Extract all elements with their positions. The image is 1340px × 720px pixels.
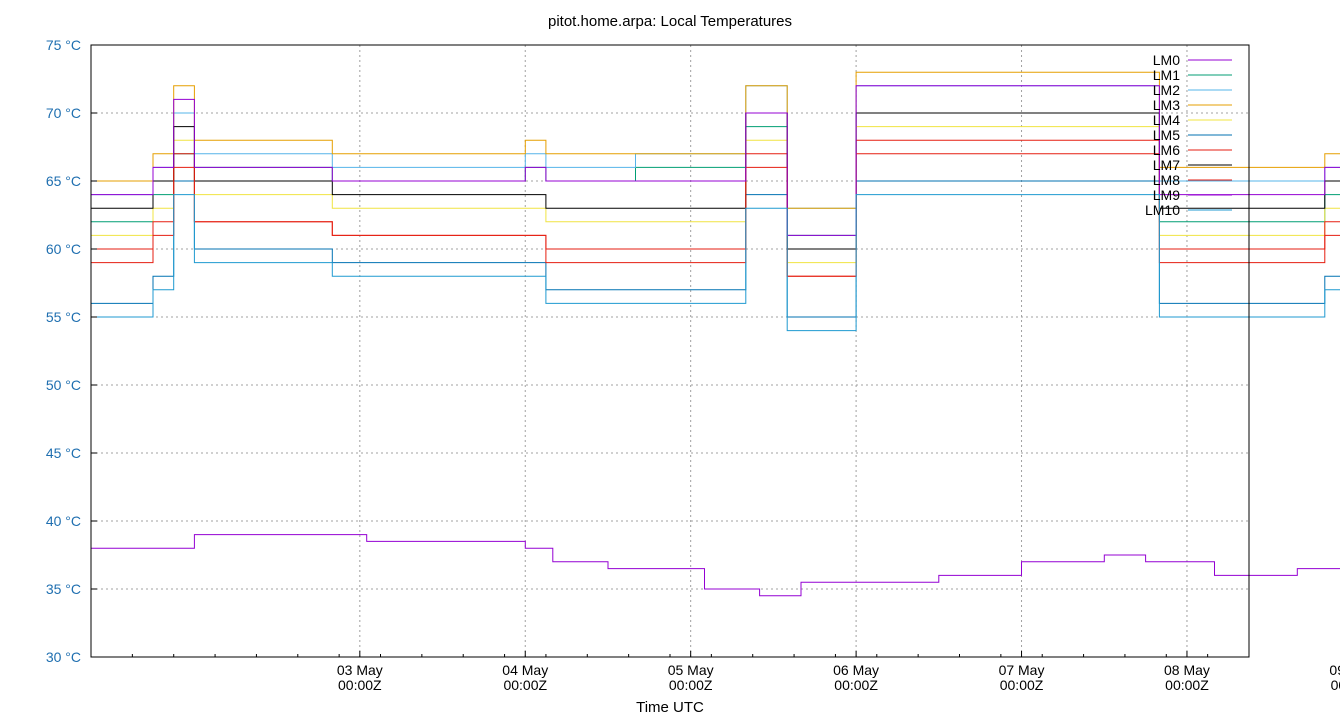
x-tick-date: 04 May (502, 662, 548, 678)
chart-title: pitot.home.arpa: Local Temperatures (548, 13, 792, 30)
y-axis-ticks: 75 °C 70 °C 65 °C 60 °C 55 °C 50 °C 45 °C 40 °C… (46, 37, 97, 665)
x-tick-date: 06 May (833, 662, 879, 678)
y-tick-label: 40 °C (46, 513, 81, 529)
legend-label-lm0: LM0 (1153, 52, 1180, 68)
legend-label-lm6: LM6 (1153, 142, 1180, 158)
y-tick-label: 70 °C (46, 105, 81, 121)
y-tick-label: 75 °C (46, 37, 81, 53)
series-line-lm9 (91, 85, 1340, 236)
x-tick-time: 00:00Z (1165, 677, 1209, 693)
y-tick-label: 65 °C (46, 173, 81, 189)
y-tick-label: 50 °C (46, 377, 81, 393)
x-tick-date: 03 May (337, 662, 383, 678)
x-tick-time: 00:00Z (834, 677, 878, 693)
y-tick-label: 60 °C (46, 241, 81, 257)
legend-label-lm2: LM2 (1153, 82, 1180, 98)
x-tick-date: 09 May (1329, 662, 1340, 678)
series-line-lm0 (91, 534, 1340, 597)
plot-frame (90, 44, 1250, 658)
y-tick-label: 35 °C (46, 581, 81, 597)
x-tick-date: 05 May (668, 662, 714, 678)
x-tick-date: 07 May (999, 662, 1045, 678)
x-tick-time: 00:00Z (669, 677, 713, 693)
y-tick-label: 45 °C (46, 445, 81, 461)
x-axis-label: Time UTC (636, 699, 704, 716)
legend-label-lm7: LM7 (1153, 157, 1180, 173)
series-line-lm10 (91, 194, 1340, 332)
legend-label-lm1: LM1 (1153, 67, 1180, 83)
x-tick-time: 00:00Z (1000, 677, 1044, 693)
legend-label-lm8: LM8 (1153, 172, 1180, 188)
legend-label-lm5: LM5 (1153, 127, 1180, 143)
y-tick-label: 30 °C (46, 649, 81, 665)
legend-label-lm10: LM10 (1145, 202, 1180, 218)
x-tick-date: 08 May (1164, 662, 1210, 678)
legend-label-lm9: LM9 (1153, 187, 1180, 203)
series-layer (91, 71, 1340, 597)
x-tick-time: 00:00Z (1331, 677, 1340, 693)
legend-label-lm4: LM4 (1153, 112, 1180, 128)
y-tick-label: 55 °C (46, 309, 81, 325)
x-tick-time: 00:00Z (338, 677, 382, 693)
x-tick-time: 00:00Z (503, 677, 547, 693)
legend-label-lm3: LM3 (1153, 97, 1180, 113)
